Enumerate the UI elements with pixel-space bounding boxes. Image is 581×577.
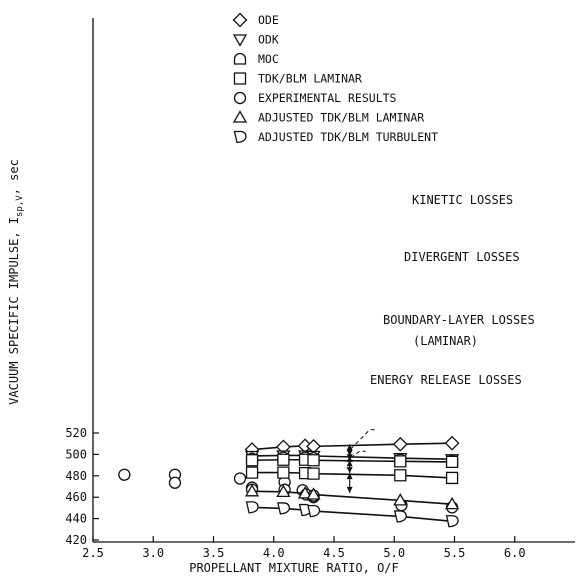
- legend-label: ADJUSTED TDK/BLM LAMINAR: [258, 111, 424, 125]
- data-point: [277, 466, 290, 479]
- data-point: [307, 454, 320, 467]
- annotation-label: BOUNDARY-LAYER LOSSES: [383, 313, 535, 327]
- series-adjusted-tdk-blm-laminar: [244, 484, 460, 510]
- legend-marker: [233, 91, 247, 105]
- legend-label: ODE: [258, 13, 279, 27]
- data-point: [307, 504, 321, 518]
- leader-line: [350, 450, 366, 459]
- data-point: [393, 493, 408, 506]
- arrow-head: [346, 460, 353, 467]
- data-point: [444, 496, 460, 510]
- data-point: [244, 484, 260, 497]
- data-point: [445, 455, 459, 469]
- y-tick-label: 420: [65, 533, 87, 547]
- series-ode: [244, 435, 460, 458]
- annotation-label: KINETIC LOSSES: [412, 193, 513, 207]
- legend-label: TDK/BLM LAMINAR: [258, 72, 362, 86]
- arrow-head: [346, 486, 353, 493]
- legend-marker: [233, 72, 247, 85]
- x-tick-label: 3.0: [142, 546, 164, 560]
- x-tick-label: 4.5: [323, 546, 345, 560]
- legend-marker: [233, 130, 247, 144]
- annotation-label: DIVERGENT LOSSES: [404, 250, 520, 264]
- data-point: [392, 436, 408, 452]
- legend-label: ODK: [258, 33, 279, 47]
- data-point: [445, 471, 459, 485]
- x-tick-label: 3.5: [203, 546, 225, 560]
- data-point: [168, 476, 182, 489]
- data-point: [245, 501, 259, 514]
- data-point: [277, 453, 290, 466]
- leader-line: [350, 429, 378, 450]
- arrow-head: [346, 450, 353, 457]
- data-point: [118, 468, 131, 481]
- arrow-head: [346, 454, 353, 461]
- annotation-label: (LAMINAR): [413, 334, 478, 348]
- axes: 2.5 3.0 3.5 4.0 4.5 5.0 5.5 6.0 420 440 460 480 500 5…: [7, 18, 575, 575]
- y-tick-label: 480: [65, 469, 87, 483]
- y-axis-label: VACUUM SPECIFIC IMPULSE, Isp,V, sec: [7, 159, 25, 405]
- x-axis-label: PROPELLANT MIXTURE RATIO, O/F: [189, 561, 399, 575]
- data-point: [277, 502, 291, 515]
- legend-marker: [232, 110, 248, 123]
- data-point: [393, 510, 407, 523]
- arrow-head: [346, 467, 353, 474]
- legend-label: EXPERIMENTAL RESULTS: [258, 91, 397, 105]
- legend-label: MOC: [258, 52, 279, 66]
- legend: ODE ODK MOC TDK/BLM LAMINAR EXPERIMENTAL RES…: [232, 12, 438, 144]
- annotation-label: ENERGY RELEASE LOSSES: [370, 373, 522, 387]
- series-unlabeled: [245, 466, 459, 485]
- data-point: [306, 487, 321, 500]
- data-point: [394, 455, 407, 468]
- series-adjusted-tdk-blm-turbulent: [245, 501, 459, 528]
- x-tick-label: 5.0: [383, 546, 405, 560]
- data-point: [245, 466, 259, 479]
- legend-marker: [232, 34, 248, 47]
- x-tick-label: 5.5: [444, 546, 466, 560]
- arrow-head: [346, 473, 353, 480]
- annotations: KINETIC LOSSES DIVERGENT LOSSES BOUNDARY-L…: [346, 193, 535, 493]
- data-point: [445, 515, 459, 528]
- data-point: [444, 435, 460, 451]
- x-tick-label: 2.5: [82, 546, 104, 560]
- y-tick-label: 500: [65, 447, 87, 461]
- y-tick-label: 440: [65, 512, 87, 526]
- series-tdk-blm-laminar: [245, 453, 459, 469]
- y-tick-label: 460: [65, 490, 87, 504]
- legend-label: ADJUSTED TDK/BLM TURBULENT: [258, 130, 438, 144]
- data-point: [276, 484, 291, 497]
- data-point: [245, 454, 259, 467]
- y-tick-label: 520: [65, 426, 87, 440]
- data-point: [307, 467, 320, 480]
- data-point: [394, 469, 407, 482]
- data-point: [297, 486, 313, 499]
- legend-marker: [233, 52, 247, 65]
- plot-area: [118, 435, 460, 528]
- x-tick-label: 6.0: [504, 546, 526, 560]
- x-tick-label: 4.0: [263, 546, 285, 560]
- data-point: [233, 472, 247, 485]
- legend-marker: [232, 12, 248, 28]
